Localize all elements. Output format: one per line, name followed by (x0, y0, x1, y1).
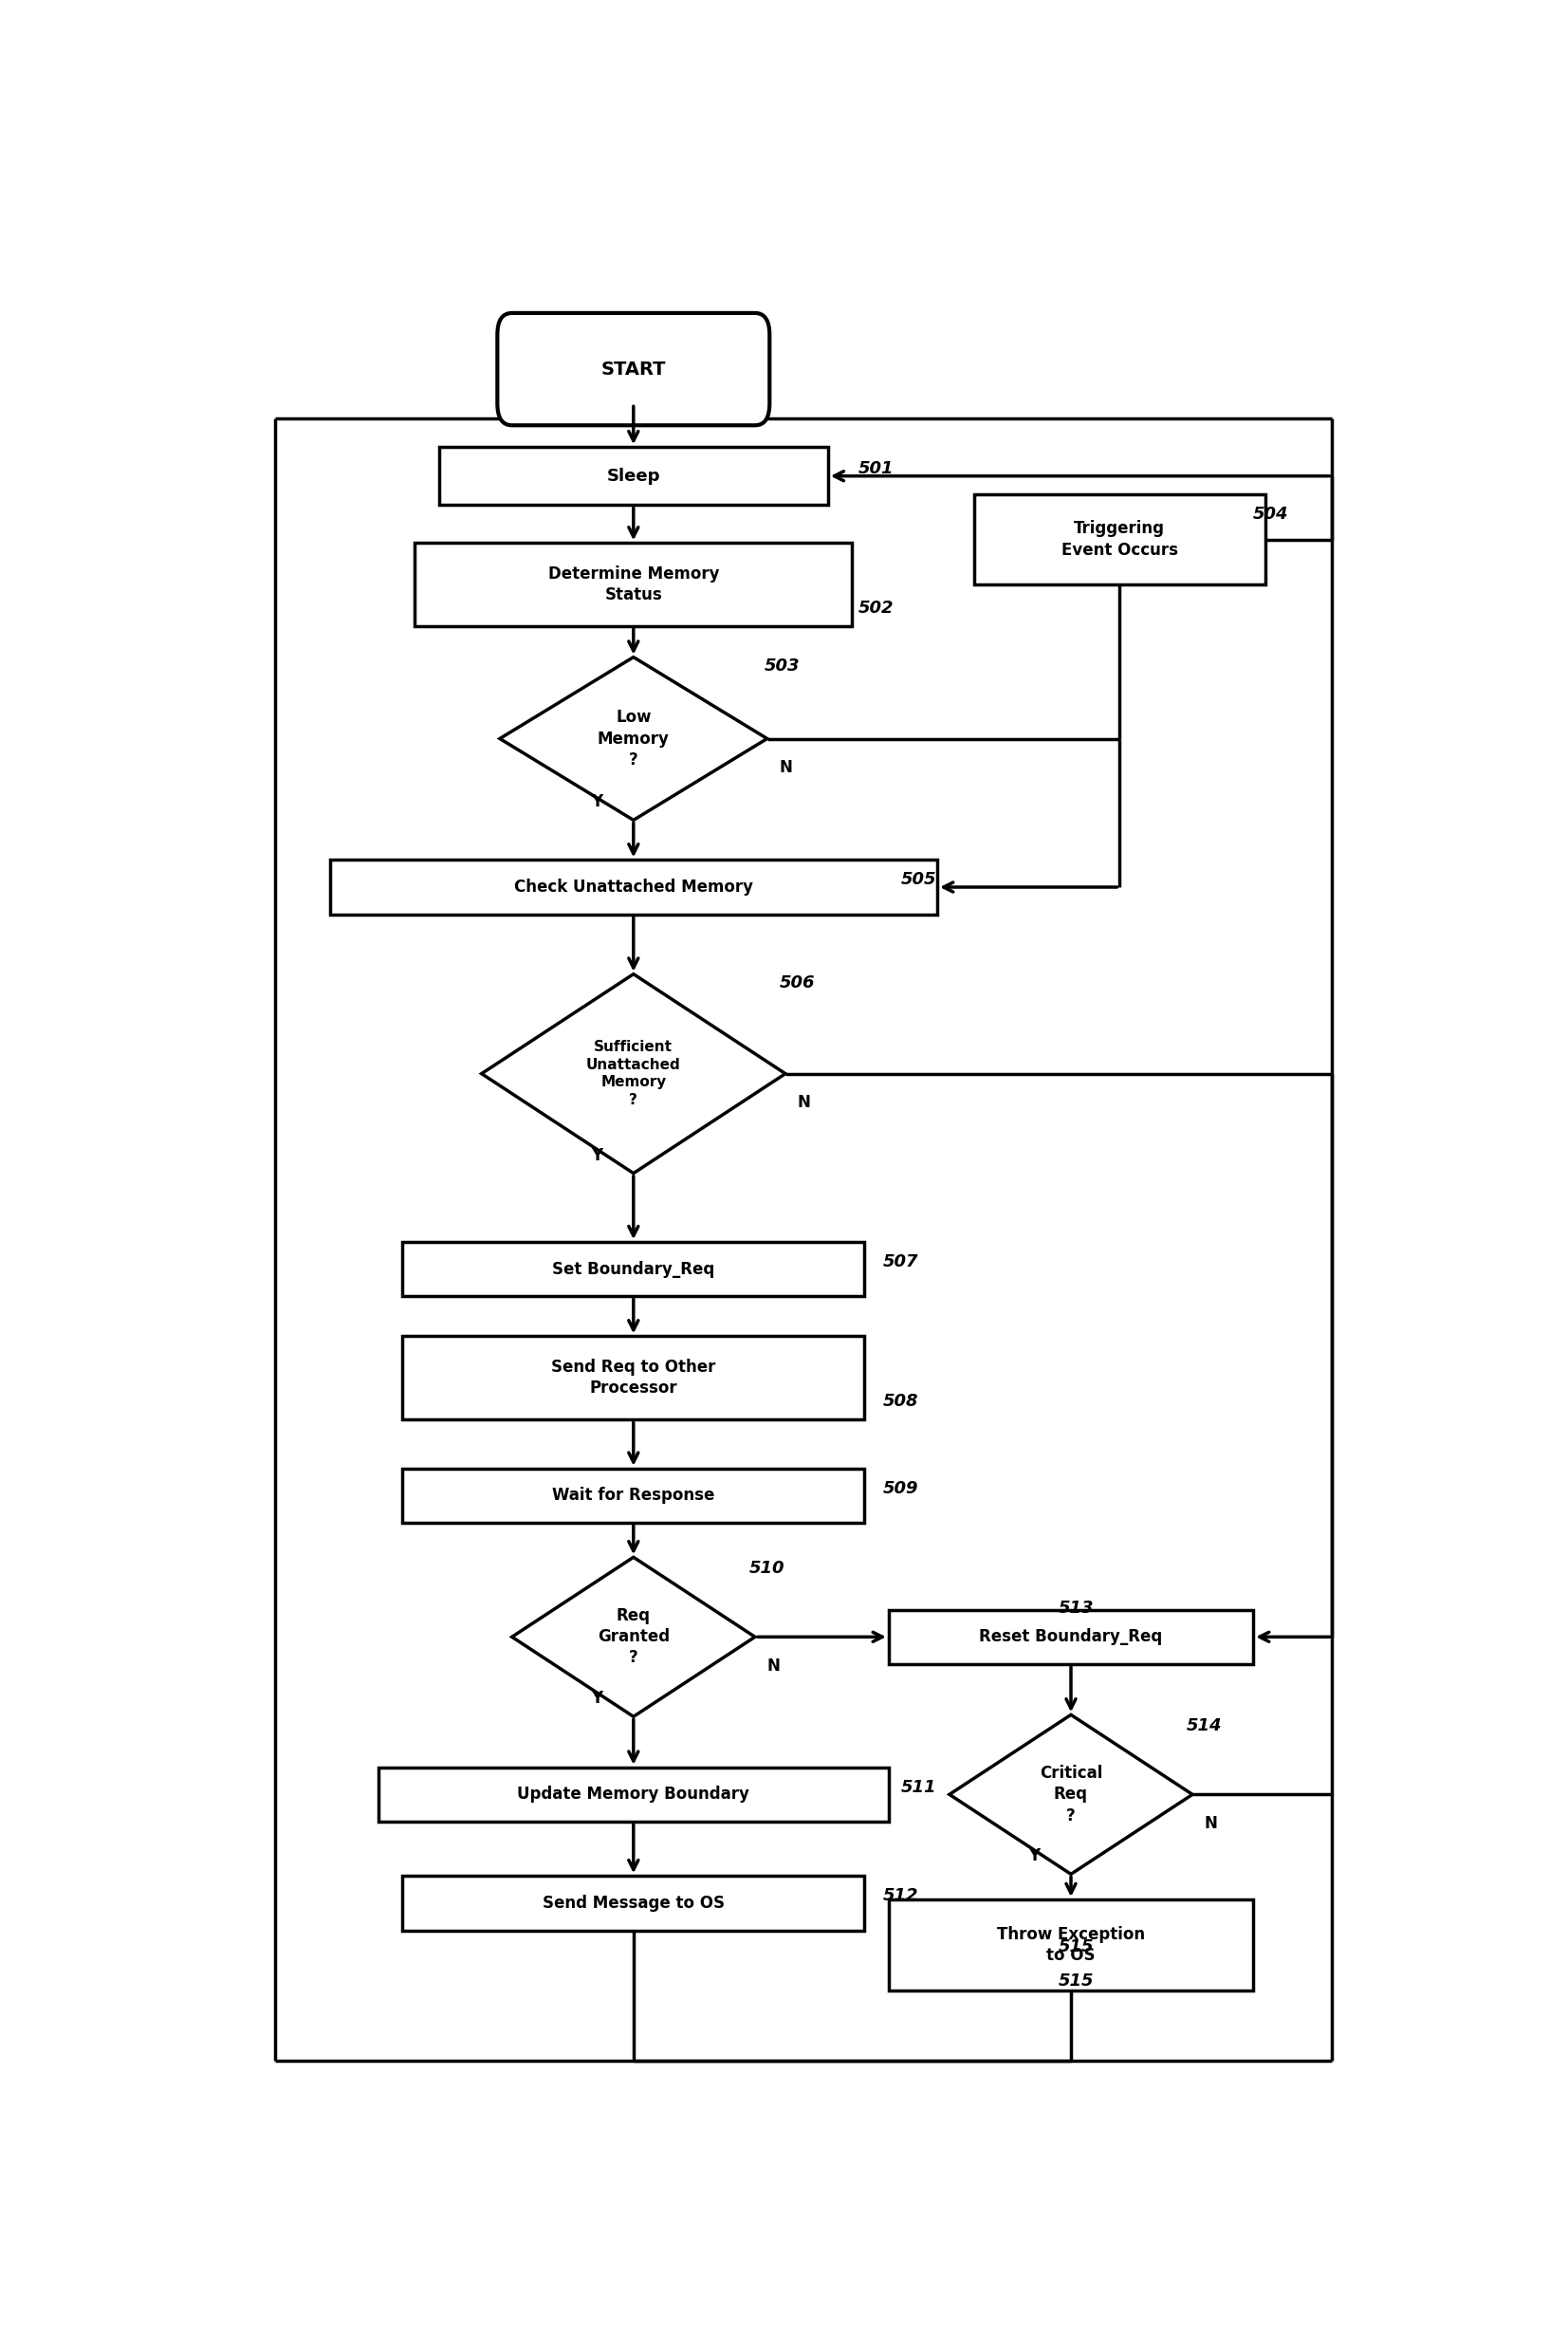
Text: Set Boundary_Req: Set Boundary_Req (552, 1261, 715, 1277)
Text: Y: Y (591, 1691, 602, 1708)
Text: 513: 513 (1058, 1599, 1094, 1616)
Text: Critical
Req
?: Critical Req ? (1040, 1764, 1102, 1825)
FancyBboxPatch shape (403, 1877, 864, 1931)
Polygon shape (950, 1715, 1192, 1875)
FancyBboxPatch shape (414, 543, 853, 626)
Text: START: START (601, 360, 666, 379)
Text: 512: 512 (883, 1886, 919, 1905)
Text: Send Message to OS: Send Message to OS (543, 1896, 724, 1912)
FancyBboxPatch shape (403, 1468, 864, 1522)
FancyBboxPatch shape (889, 1900, 1253, 1990)
FancyBboxPatch shape (378, 1766, 889, 1820)
Text: Sufficient
Unattached
Memory
?: Sufficient Unattached Memory ? (586, 1040, 681, 1108)
Text: 502: 502 (858, 600, 894, 616)
Text: N: N (1204, 1816, 1218, 1832)
Text: 503: 503 (765, 659, 800, 675)
Text: 511: 511 (900, 1778, 936, 1797)
Text: Y: Y (591, 793, 602, 811)
FancyBboxPatch shape (889, 1609, 1253, 1665)
Text: 508: 508 (883, 1392, 919, 1409)
Polygon shape (513, 1557, 756, 1717)
Text: 515: 515 (1058, 1938, 1094, 1955)
FancyBboxPatch shape (329, 861, 938, 915)
Text: 510: 510 (750, 1559, 784, 1576)
Text: Req
Granted
?: Req Granted ? (597, 1606, 670, 1668)
Text: N: N (779, 760, 792, 776)
FancyBboxPatch shape (497, 313, 770, 426)
Text: 504: 504 (1253, 506, 1289, 522)
Text: Reset Boundary_Req: Reset Boundary_Req (980, 1628, 1162, 1646)
Text: Sleep: Sleep (607, 468, 660, 485)
Text: 505: 505 (900, 870, 936, 889)
Text: Y: Y (1029, 1846, 1040, 1865)
Polygon shape (481, 974, 786, 1174)
Text: 514: 514 (1187, 1717, 1221, 1733)
FancyBboxPatch shape (403, 1336, 864, 1421)
Text: 509: 509 (883, 1479, 919, 1496)
FancyBboxPatch shape (439, 447, 828, 506)
Text: Update Memory Boundary: Update Memory Boundary (517, 1785, 750, 1804)
FancyBboxPatch shape (403, 1242, 864, 1296)
Text: Determine Memory
Status: Determine Memory Status (547, 564, 720, 604)
Text: N: N (798, 1094, 811, 1110)
Text: Wait for Response: Wait for Response (552, 1486, 715, 1505)
FancyBboxPatch shape (974, 494, 1265, 586)
Text: Check Unattached Memory: Check Unattached Memory (514, 880, 753, 896)
Text: 506: 506 (779, 974, 815, 993)
Text: Throw Exception
to OS: Throw Exception to OS (997, 1926, 1145, 1964)
Text: 515: 515 (1058, 1973, 1094, 1990)
Text: 501: 501 (858, 461, 894, 477)
Text: 507: 507 (883, 1254, 919, 1270)
Text: Send Req to Other
Processor: Send Req to Other Processor (552, 1359, 715, 1397)
Polygon shape (500, 656, 767, 821)
Text: Y: Y (591, 1148, 602, 1164)
Text: Low
Memory
?: Low Memory ? (597, 708, 670, 769)
Text: N: N (767, 1658, 781, 1675)
Text: Triggering
Event Occurs: Triggering Event Occurs (1062, 520, 1178, 557)
